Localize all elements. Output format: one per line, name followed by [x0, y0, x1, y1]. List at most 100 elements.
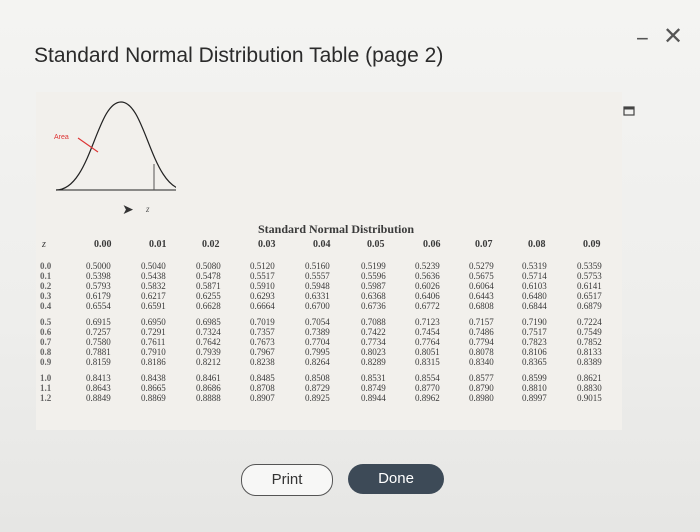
column-header: 0.07	[475, 239, 493, 250]
table-cell: 0.6443	[469, 291, 494, 301]
table-cell: 0.8849	[86, 393, 111, 403]
table-cell: 0.6844	[522, 301, 547, 311]
table-cell: 0.6879	[577, 301, 602, 311]
table-cell: 0.7704	[305, 337, 330, 347]
close-button[interactable]: ✕	[663, 23, 684, 50]
table-cell: 0.7642	[196, 337, 221, 347]
table-cell: 0.6985	[196, 317, 221, 327]
scroll-fade	[36, 414, 622, 430]
table-cell: 0.6700	[305, 301, 330, 311]
dialog-title: Standard Normal Distribution Table (page…	[34, 44, 444, 67]
z-marker-label: z	[146, 204, 150, 214]
table-cell: 0.7823	[522, 337, 547, 347]
table-cell: 0.6480	[522, 291, 547, 301]
minimize-button[interactable]: −	[636, 26, 649, 51]
table-cell: 0.8315	[415, 357, 440, 367]
table-cell: 0.5517	[250, 271, 275, 281]
table-cell: 0.8577	[469, 373, 494, 383]
table-cell: 0.8340	[469, 357, 494, 367]
table-cell: 0.7257	[86, 327, 111, 337]
table-cell: 0.8051	[415, 347, 440, 357]
table-cell: 0.6293	[250, 291, 275, 301]
table-cell: 0.7794	[469, 337, 494, 347]
table-cell: 0.7580	[86, 337, 111, 347]
table-column: 0.5199 0.5596 0.5987 0.6368 0.6736 0.7088 0.74…	[361, 261, 386, 403]
table-cell: 0.8944	[361, 393, 386, 403]
z-values-column: 0.0 0.1 0.2 0.3 0.4 0.5 0.6 0.7 0.8 0.9 1.0 1.1 1.2	[40, 261, 51, 403]
z-value: 0.7	[40, 337, 52, 347]
table-cell: 0.5239	[415, 261, 440, 271]
column-header: 0.02	[202, 239, 220, 250]
expand-icon[interactable]	[623, 103, 635, 121]
table-cell: 0.6368	[361, 291, 386, 301]
table-cell: 0.5040	[141, 261, 166, 271]
table-cell: 0.6628	[196, 301, 221, 311]
table-cell: 0.7611	[141, 337, 166, 347]
table-cell: 0.8133	[577, 347, 602, 357]
column-header: 0.09	[583, 239, 601, 250]
z-value: 0.2	[40, 281, 52, 291]
table-cell: 0.7088	[361, 317, 386, 327]
area-label: Area	[54, 134, 69, 141]
table-cell: 0.7157	[469, 317, 494, 327]
table-cell: 0.8907	[250, 393, 275, 403]
table-cell: 0.5948	[305, 281, 330, 291]
table-cell: 0.5675	[469, 271, 494, 281]
table-cell: 0.7517	[522, 327, 547, 337]
table-cell: 0.7673	[250, 337, 275, 347]
z-value: 0.1	[40, 271, 52, 281]
table-cell: 0.5557	[305, 271, 330, 281]
table-cell: 0.5793	[86, 281, 111, 291]
column-header: 0.03	[258, 239, 276, 250]
table-cell: 0.5987	[361, 281, 386, 291]
table-cell: 0.8770	[415, 383, 440, 393]
table-cell: 0.8869	[141, 393, 166, 403]
column-header: 0.05	[367, 239, 385, 250]
table-cell: 0.6179	[86, 291, 111, 301]
table-column: 0.5000 0.5398 0.5793 0.6179 0.6554 0.6915 0.72…	[86, 261, 111, 403]
table-cell: 0.6664	[250, 301, 275, 311]
table-cell: 0.5910	[250, 281, 275, 291]
table-cell: 0.7123	[415, 317, 440, 327]
z-value: 0.8	[40, 347, 52, 357]
table-cell: 0.8186	[141, 357, 166, 367]
table-column: 0.5120 0.5517 0.5910 0.6293 0.6664 0.7019 0.73…	[250, 261, 275, 403]
table-cell: 0.7995	[305, 347, 330, 357]
table-cell: 0.8830	[577, 383, 602, 393]
table-cell: 0.5478	[196, 271, 221, 281]
table-cell: 0.6591	[141, 301, 166, 311]
column-header: 0.08	[528, 239, 546, 250]
table-cell: 0.6808	[469, 301, 494, 311]
table-cell: 0.9015	[577, 393, 602, 403]
z-value: 0.0	[40, 261, 52, 271]
table-cell: 0.5080	[196, 261, 221, 271]
table-column: 0.5239 0.5636 0.6026 0.6406 0.6772 0.7123 0.74…	[415, 261, 440, 403]
column-header: 0.06	[423, 239, 441, 250]
table-column: 0.5040 0.5438 0.5832 0.6217 0.6591 0.6950 0.72…	[141, 261, 166, 403]
table-cell: 0.8925	[305, 393, 330, 403]
table-cell: 0.5398	[86, 271, 111, 281]
cursor-icon: ➤	[122, 203, 134, 218]
table-cell: 0.8621	[577, 373, 602, 383]
table-cell: 0.7910	[141, 347, 166, 357]
table-column: 0.5279 0.5675 0.6064 0.6443 0.6808 0.7157 0.74…	[469, 261, 494, 403]
table-cell: 0.5714	[522, 271, 547, 281]
table-cell: 0.7190	[522, 317, 547, 327]
table-cell: 0.8749	[361, 383, 386, 393]
table-cell: 0.8413	[86, 373, 111, 383]
column-header: 0.00	[94, 239, 112, 250]
table-cell: 0.6331	[305, 291, 330, 301]
z-value: 0.9	[40, 357, 52, 367]
distribution-table-image: Area z ➤ Standard Normal Distribution z …	[36, 92, 622, 430]
done-button[interactable]: Done	[348, 464, 444, 494]
table-cell: 0.6736	[361, 301, 386, 311]
table-cell: 0.5438	[141, 271, 166, 281]
table-cell: 0.7054	[305, 317, 330, 327]
table-cell: 0.6950	[141, 317, 166, 327]
table-cell: 0.7422	[361, 327, 386, 337]
table-cell: 0.7486	[469, 327, 494, 337]
table-cell: 0.8438	[141, 373, 166, 383]
table-cell: 0.5199	[361, 261, 386, 271]
print-button[interactable]: Print	[241, 464, 333, 496]
table-cell: 0.7734	[361, 337, 386, 347]
